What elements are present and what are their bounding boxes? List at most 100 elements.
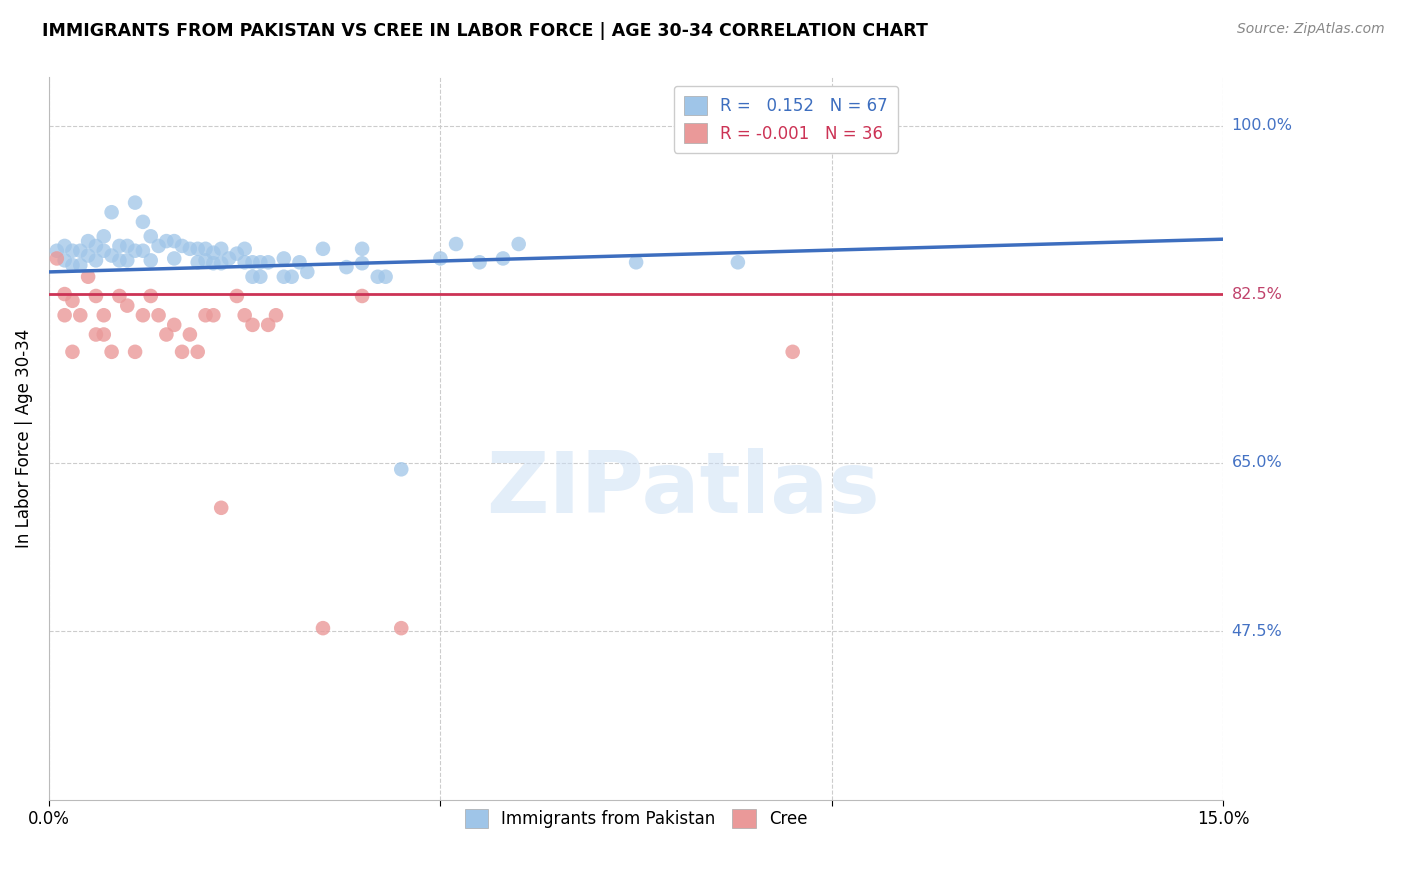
Point <box>233 255 256 269</box>
Point <box>374 269 396 284</box>
Point <box>62 293 84 308</box>
Point <box>187 255 209 269</box>
Legend: Immigrants from Pakistan, Cree: Immigrants from Pakistan, Cree <box>458 802 814 835</box>
Point <box>225 246 247 260</box>
Point <box>468 255 491 269</box>
Point <box>139 253 162 268</box>
Point <box>117 253 139 268</box>
Point <box>53 253 76 268</box>
Point <box>108 253 131 268</box>
Text: 100.0%: 100.0% <box>1232 118 1292 133</box>
Point <box>62 344 84 359</box>
Point <box>163 318 186 332</box>
Point <box>335 260 357 274</box>
Point <box>389 621 412 635</box>
Point <box>194 242 217 256</box>
Point <box>312 242 335 256</box>
Point <box>77 248 100 262</box>
Point <box>225 289 247 303</box>
Point <box>84 239 107 253</box>
Point <box>249 269 271 284</box>
Point <box>389 462 412 476</box>
Point <box>62 244 84 258</box>
Point <box>821 119 844 133</box>
Point <box>77 269 100 284</box>
Point <box>280 269 302 284</box>
Point <box>62 258 84 272</box>
Point <box>100 248 122 262</box>
Point <box>782 344 804 359</box>
Point <box>117 299 139 313</box>
Point <box>257 318 280 332</box>
Point <box>187 344 209 359</box>
Point <box>187 242 209 256</box>
Point <box>93 229 115 244</box>
Point <box>100 344 122 359</box>
Point <box>45 252 67 266</box>
Point <box>492 252 515 266</box>
Point <box>242 269 264 284</box>
Point <box>202 256 225 270</box>
Point <box>242 255 264 269</box>
Point <box>139 229 162 244</box>
Point <box>444 237 467 252</box>
Point <box>170 239 193 253</box>
Point <box>45 244 67 258</box>
Point <box>367 269 389 284</box>
Point <box>249 255 271 269</box>
Point <box>297 265 319 279</box>
Point <box>508 237 530 252</box>
Point <box>233 242 256 256</box>
Point <box>53 308 76 322</box>
Point <box>93 308 115 322</box>
Point <box>139 289 162 303</box>
Point <box>53 287 76 301</box>
Point <box>53 239 76 253</box>
Point <box>148 308 170 322</box>
Point <box>273 269 295 284</box>
Point <box>727 255 749 269</box>
Point <box>209 500 232 515</box>
Point <box>132 308 155 322</box>
Point <box>124 195 146 210</box>
Point <box>242 318 264 332</box>
Point <box>84 253 107 268</box>
Point <box>352 289 374 303</box>
Point <box>84 289 107 303</box>
Point <box>273 252 295 266</box>
Point <box>124 244 146 258</box>
Point <box>163 234 186 248</box>
Point <box>108 289 131 303</box>
Point <box>84 327 107 342</box>
Point <box>209 256 232 270</box>
Point <box>179 327 201 342</box>
Point <box>163 252 186 266</box>
Point <box>148 239 170 253</box>
Point <box>312 621 335 635</box>
Text: 82.5%: 82.5% <box>1232 286 1282 301</box>
Point <box>624 255 647 269</box>
Point <box>257 255 280 269</box>
Point <box>132 215 155 229</box>
Point <box>93 244 115 258</box>
Point <box>202 245 225 260</box>
Point <box>117 239 139 253</box>
Point <box>77 234 100 248</box>
Point <box>69 258 91 272</box>
Point <box>264 308 287 322</box>
Point <box>170 344 193 359</box>
Point <box>352 256 374 270</box>
Text: 47.5%: 47.5% <box>1232 624 1282 639</box>
Point <box>132 244 155 258</box>
Point <box>194 308 217 322</box>
Point <box>179 242 201 256</box>
Point <box>69 308 91 322</box>
Point <box>233 308 256 322</box>
Text: Source: ZipAtlas.com: Source: ZipAtlas.com <box>1237 22 1385 37</box>
Point <box>288 255 311 269</box>
Text: IMMIGRANTS FROM PAKISTAN VS CREE IN LABOR FORCE | AGE 30-34 CORRELATION CHART: IMMIGRANTS FROM PAKISTAN VS CREE IN LABO… <box>42 22 928 40</box>
Point <box>124 344 146 359</box>
Point <box>100 205 122 219</box>
Point <box>202 308 225 322</box>
Point <box>69 244 91 258</box>
